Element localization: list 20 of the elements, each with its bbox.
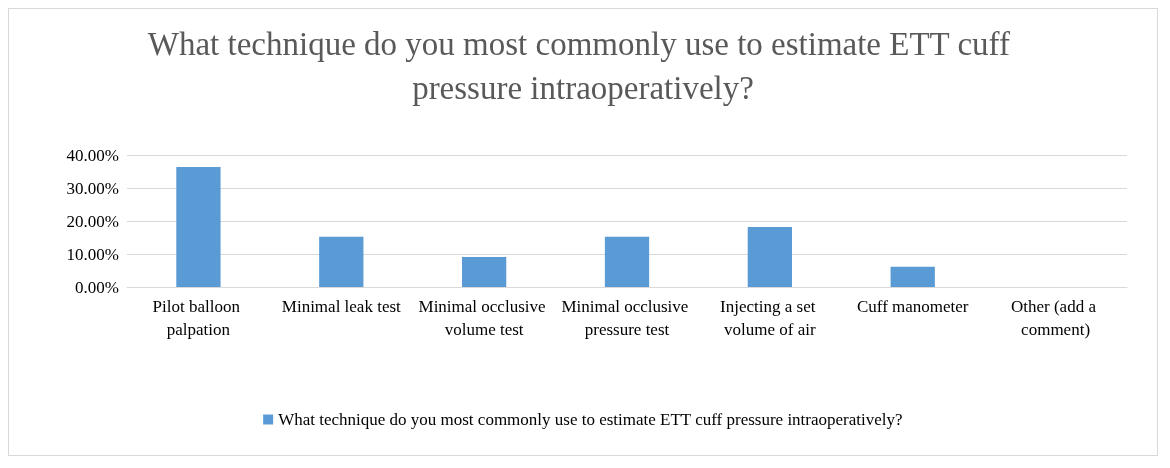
legend-label: What technique do you most commonly use to estimate ETT cuff pressure intraoperatively? [278,410,903,429]
y-tick-label: 30.00% [66,178,119,198]
x-tick-label: Other (add a comment) [1010,297,1101,339]
bar [462,256,507,287]
x-tick-label: Minimal occlusive volume test [418,297,550,339]
x-tick-label: Minimal leak test [281,297,402,316]
bar [176,166,221,287]
x-tick-label: Cuff manometer [856,297,969,316]
bar [747,226,792,287]
y-tick-label: 10.00% [66,244,119,264]
x-tick-label: Injecting a set volume of air [720,297,820,339]
chart-title: What technique do you most commonly use to estimate ETT cuff pressure intraoperatively? [147,26,1019,106]
bar [890,266,935,287]
bar [319,236,364,287]
y-tick-label: 40.00% [66,145,119,165]
x-tick-label: Minimal occlusive pressure test [561,297,693,339]
bar [604,236,650,287]
x-tick-label: Pilot balloon palpation [152,297,245,339]
y-tick-label: 0.00% [75,277,119,297]
y-tick-label: 20.00% [66,211,119,231]
